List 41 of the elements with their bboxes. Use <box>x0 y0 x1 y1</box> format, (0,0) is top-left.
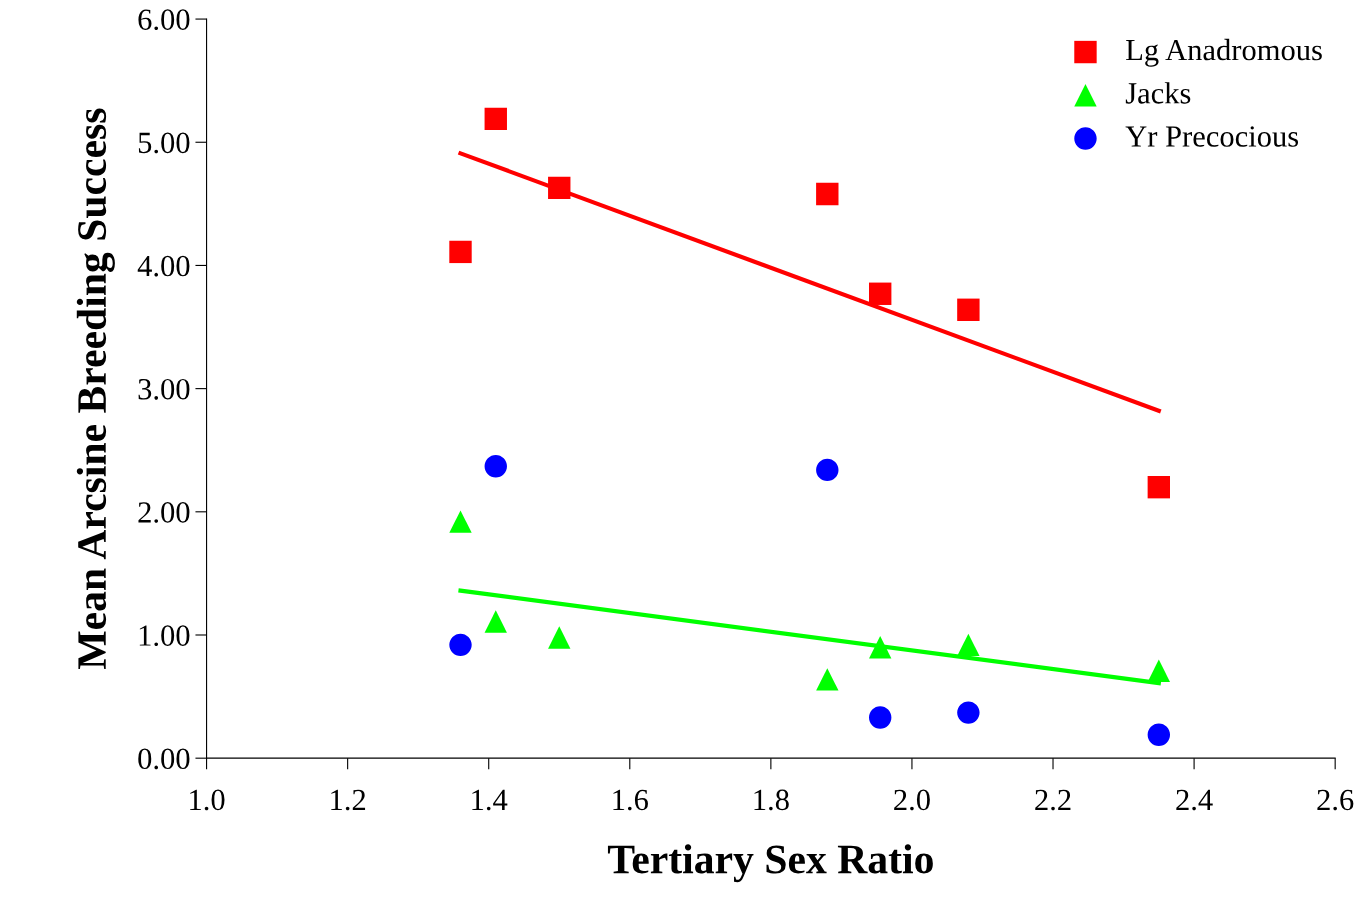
x-axis-title: Tertiary Sex Ratio <box>607 844 933 883</box>
point <box>957 633 980 657</box>
x-tick-label: 1.6 <box>613 789 648 811</box>
point <box>957 298 980 321</box>
point <box>449 510 472 533</box>
y-tick-label: 4.00 <box>137 255 190 277</box>
point <box>484 455 507 478</box>
x-tick-label: 2.0 <box>894 789 930 811</box>
point <box>816 458 839 482</box>
point <box>548 626 571 649</box>
point <box>548 176 571 200</box>
legend-label: Yr Precocious <box>1125 126 1299 147</box>
x-tick-label: 2.4 <box>1176 789 1213 811</box>
point <box>816 668 839 691</box>
y-tick-label: 2.00 <box>138 502 190 523</box>
point <box>957 701 980 724</box>
y-tick-label: 6.00 <box>138 9 190 31</box>
point <box>1147 659 1171 682</box>
point <box>449 240 472 264</box>
y-tick-label: 0.00 <box>138 748 190 770</box>
point <box>869 282 892 305</box>
y-tick-label: 1.00 <box>139 625 190 647</box>
point <box>869 706 892 729</box>
x-tick-label: 1.0 <box>190 789 225 811</box>
x-tick-label: 1.2 <box>331 789 366 811</box>
y-tick-label: 5.00 <box>138 132 190 154</box>
y-tick-label: 3.00 <box>138 378 190 400</box>
legend-label: Jacks <box>1125 82 1191 104</box>
x-tick-label: 1.4 <box>472 789 508 811</box>
point <box>816 182 839 206</box>
legend-label: Lg Anadromous <box>1126 38 1322 67</box>
point <box>869 636 892 659</box>
point <box>484 610 507 633</box>
point <box>1147 475 1171 499</box>
x-tick-label: 2.6 <box>1317 789 1354 811</box>
x-tick-label: 2.2 <box>1035 789 1071 811</box>
point <box>449 633 472 657</box>
y-axis-title: Mean Arcsine Breeding Success <box>76 108 115 669</box>
point <box>484 107 507 131</box>
point <box>1147 723 1171 746</box>
x-tick-label: 1.8 <box>754 789 789 811</box>
